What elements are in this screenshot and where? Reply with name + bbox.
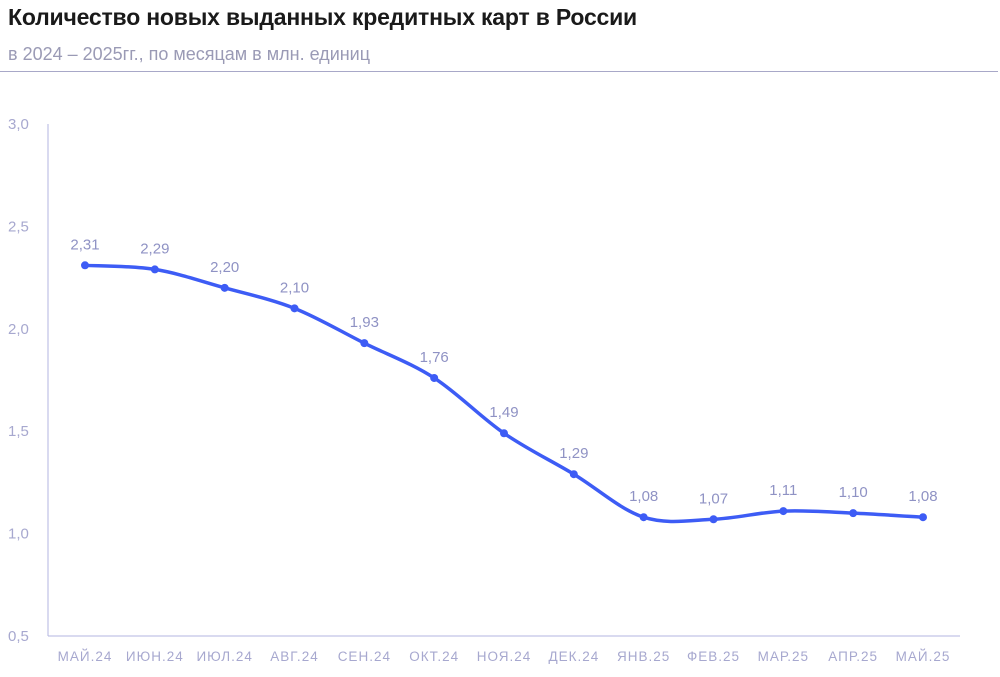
x-tick-label: ФЕВ.25 — [687, 649, 740, 664]
x-tick-label: АВГ.24 — [270, 649, 318, 664]
y-tick-label: 0,5 — [8, 628, 29, 645]
data-label: 1,29 — [559, 445, 588, 462]
data-point — [709, 515, 718, 524]
data-label: 1,07 — [699, 490, 728, 507]
data-label: 2,31 — [70, 236, 99, 253]
x-tick-label: СЕН.24 — [338, 649, 391, 664]
data-labels: 2,31 2,29 2,20 2,10 1,93 1,76 1,49 1,29 1,08 1,07… — [70, 236, 937, 507]
data-point — [290, 304, 299, 313]
data-point — [779, 507, 788, 516]
chart-title: Количество новых выданных кредитных карт… — [8, 4, 638, 30]
data-point — [81, 261, 89, 270]
data-points — [81, 261, 927, 524]
y-tick-labels: 0,5 1,0 1,5 2,0 2,5 3,0 — [8, 116, 29, 645]
x-tick-label: НОЯ.24 — [477, 649, 531, 664]
data-point — [430, 373, 439, 382]
data-label: 1,93 — [350, 314, 379, 331]
y-tick-label: 1,0 — [8, 526, 29, 543]
data-label: 1,10 — [839, 484, 868, 501]
x-tick-label: ДЕК.24 — [548, 649, 599, 664]
chart-subtitle: в 2024 – 2025гг., по месяцам в млн. един… — [8, 44, 371, 64]
data-point — [919, 513, 927, 522]
x-tick-label: ИЮН.24 — [126, 649, 184, 664]
data-point — [150, 265, 159, 274]
data-label: 2,29 — [140, 240, 169, 257]
data-label: 1,08 — [908, 488, 937, 505]
data-label: 2,20 — [210, 259, 239, 276]
data-label: 1,11 — [769, 482, 797, 499]
data-label: 1,08 — [629, 488, 658, 505]
data-label: 2,10 — [280, 279, 309, 296]
x-tick-labels: МАЙ.24 ИЮН.24 ИЮЛ.24 АВГ.24 СЕН.24 ОКТ.24 НОЯ.… — [58, 649, 951, 664]
data-point — [360, 339, 369, 348]
x-tick-label: ЯНВ.25 — [617, 649, 670, 664]
data-point — [639, 513, 648, 522]
x-tick-label: ИЮЛ.24 — [196, 649, 252, 664]
data-point — [569, 470, 578, 479]
x-tick-label: МАР.25 — [758, 649, 809, 664]
data-point — [500, 429, 508, 438]
header-divider — [0, 71, 998, 72]
data-point — [849, 509, 858, 518]
y-tick-label: 2,0 — [8, 321, 29, 338]
data-point — [220, 283, 229, 292]
x-tick-label: МАЙ.24 — [58, 649, 113, 664]
data-label: 1,76 — [420, 349, 449, 366]
y-tick-label: 2,5 — [8, 218, 29, 235]
x-tick-label: АПР.25 — [828, 649, 878, 664]
y-tick-label: 1,5 — [8, 423, 29, 440]
data-label: 1,49 — [489, 404, 518, 421]
y-tick-label: 3,0 — [8, 116, 29, 133]
x-tick-label: МАЙ.25 — [896, 649, 951, 664]
x-tick-label: ОКТ.24 — [409, 649, 459, 664]
